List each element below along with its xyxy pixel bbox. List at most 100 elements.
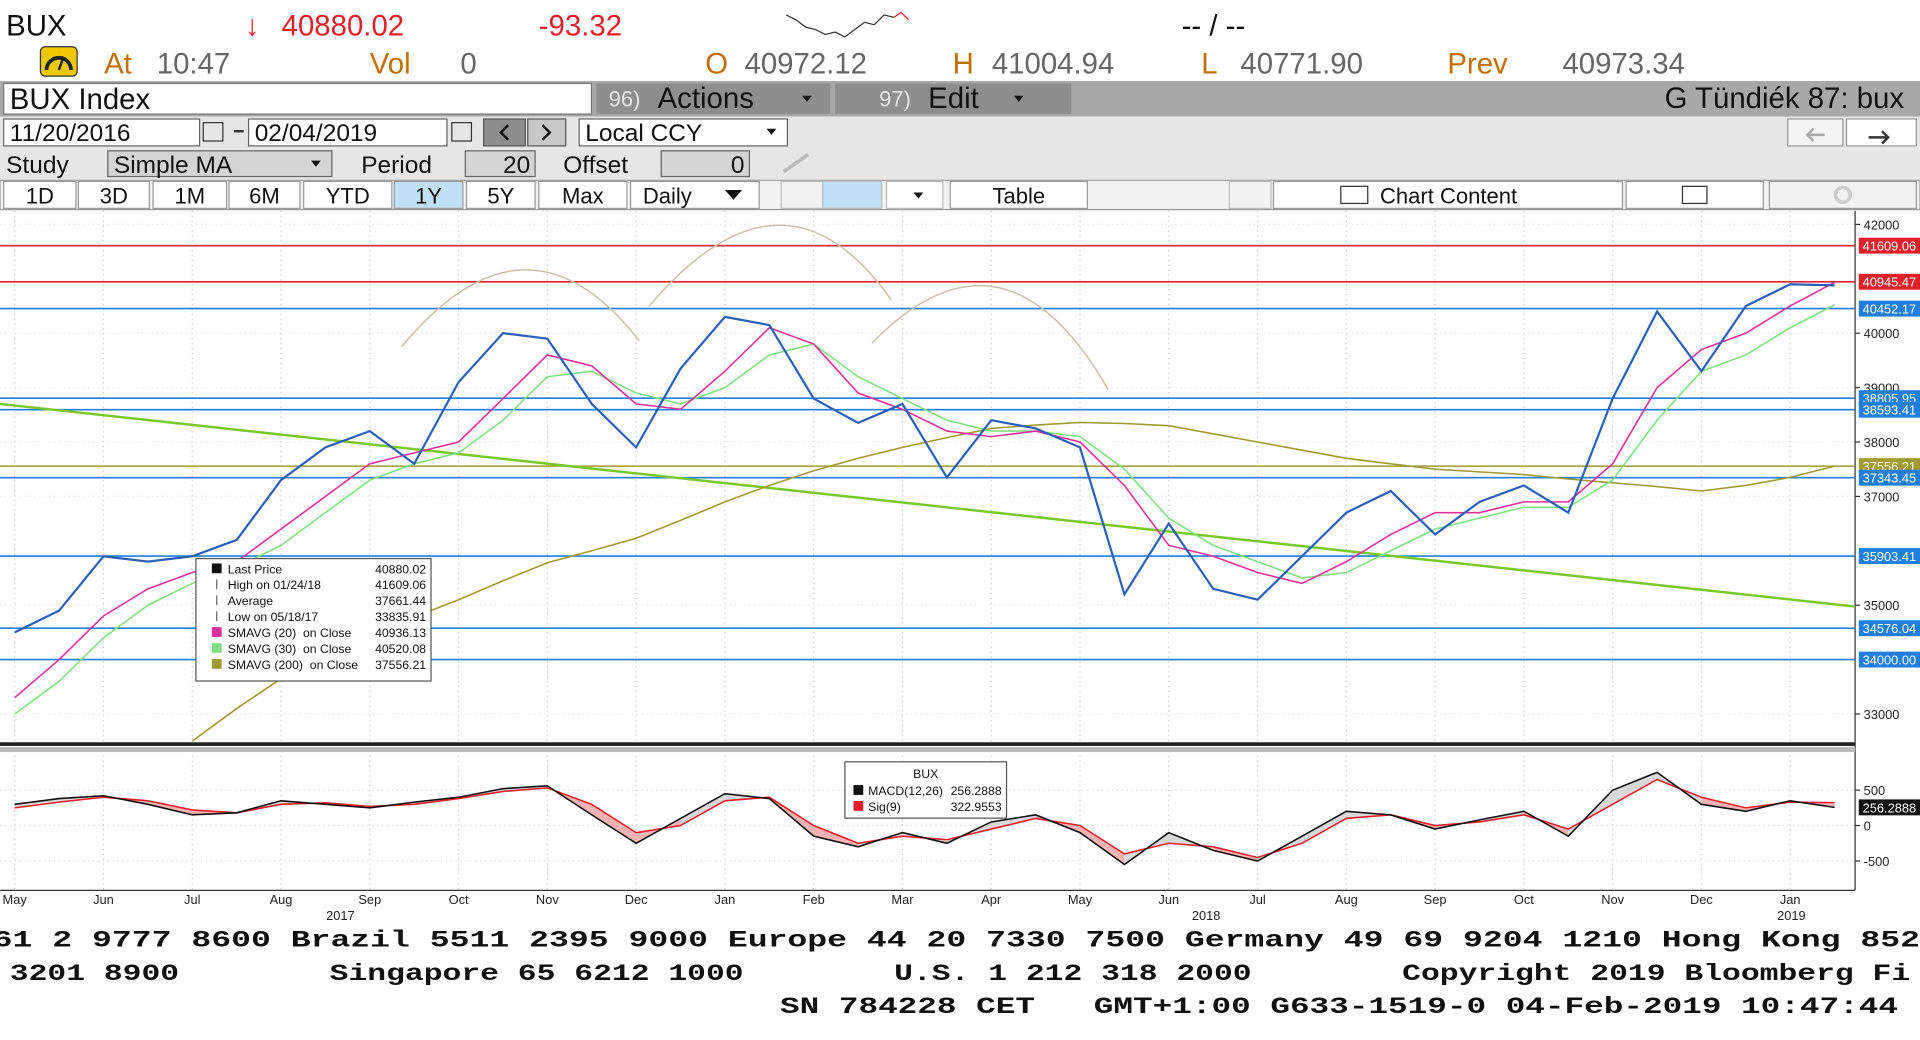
chart-content-button[interactable]	[1272, 180, 1624, 209]
legend-label: SMAVG (30) on Close	[228, 642, 352, 656]
pattern-annotation	[401, 224, 1109, 390]
period-label: Period	[361, 152, 432, 179]
series-line	[191, 421, 1835, 742]
x-tick-label: Mar	[891, 892, 914, 907]
level-label: 38593.41	[1863, 403, 1917, 418]
range-label: 1M	[174, 183, 205, 208]
calendar-icon[interactable]	[451, 122, 473, 142]
x-tick-label: Jun	[1158, 892, 1179, 907]
chart-content-icon	[1340, 185, 1369, 205]
macd-fill	[991, 814, 1036, 830]
pen-icon[interactable]	[782, 152, 810, 174]
offset-label: Offset	[563, 152, 628, 179]
security-box[interactable]	[3, 82, 593, 115]
legend-label: MACD(12,26)	[868, 784, 943, 798]
range-button[interactable]	[3, 180, 77, 209]
legend: Last Price 40880.02 High on 01/24/18 41609.…	[195, 557, 432, 682]
collapse-button[interactable]	[1228, 180, 1272, 209]
end-date: 02/04/2019	[255, 120, 377, 147]
line-chart-button[interactable]	[780, 180, 824, 209]
currency-box[interactable]	[578, 118, 788, 147]
study: Simple MA	[114, 152, 233, 179]
range-button[interactable]	[393, 180, 464, 209]
offset-box[interactable]	[660, 150, 750, 178]
dropdown-arrow	[802, 95, 812, 102]
end-date-box[interactable]	[247, 118, 448, 147]
x-tick-label: Jan	[715, 892, 736, 907]
undo-button[interactable]	[1787, 118, 1844, 147]
series-line	[14, 281, 1836, 699]
next-icon	[541, 124, 552, 141]
volume-label: Vol	[370, 48, 411, 81]
macd-chart: 500 0 -500 256.2888 BUX MACD(12,26) 256.2888 Si…	[0, 761, 1920, 892]
x-tick-label: Jan	[1780, 892, 1801, 907]
footer-line: SN 784228 CET GMT+1:00 G633-1519-0 04-Fe…	[780, 994, 1898, 1020]
legend-swatch	[853, 785, 864, 795]
next-button[interactable]	[527, 118, 567, 147]
x-tick-label: Sep	[1424, 892, 1447, 907]
dropdown-arrow	[913, 192, 924, 199]
x-tick-label: Nov	[536, 892, 559, 907]
direction-arrow: ↓	[245, 10, 260, 43]
annotate-button[interactable]	[1625, 180, 1764, 209]
volume: 0	[460, 48, 476, 81]
range-label: 6M	[249, 183, 280, 208]
calendar-icon[interactable]	[202, 122, 224, 142]
legend-value: 33835.91	[375, 610, 426, 624]
x-tick-label: Jul	[184, 892, 200, 907]
range-button[interactable]	[538, 180, 628, 209]
prev-label: Prev	[1447, 48, 1508, 81]
prev-button[interactable]	[483, 118, 526, 147]
macd-fill	[14, 798, 60, 808]
y-tick-label: 37000	[1864, 489, 1900, 504]
level-label-box	[1858, 651, 1920, 668]
macd-fill	[1612, 772, 1658, 805]
period: 20	[503, 152, 530, 179]
legend-value: 37661.44	[375, 594, 426, 608]
panel-separator	[0, 747, 1856, 753]
series-line	[14, 771, 1835, 866]
settings-button[interactable]	[1768, 180, 1917, 209]
study-label: Study	[6, 152, 69, 179]
range-button[interactable]	[303, 180, 393, 209]
legend-value: 322.9553	[951, 800, 1002, 814]
range-button[interactable]	[77, 180, 150, 209]
y-tick-label: 35000	[1864, 598, 1900, 613]
legend-box	[195, 557, 432, 682]
redo-button[interactable]	[1845, 118, 1917, 147]
range-button[interactable]	[465, 180, 536, 209]
last-price: 40880.02	[282, 10, 405, 43]
period-box[interactable]	[464, 150, 536, 178]
currency: Local CCY	[585, 120, 702, 147]
sparkline	[785, 14, 895, 38]
net-change: -93.32	[539, 10, 622, 43]
macd-fill	[1346, 811, 1391, 819]
legend-title: BUX	[913, 767, 938, 781]
time-label: At	[104, 48, 132, 81]
legend-value: 40936.13	[375, 626, 426, 640]
range-button[interactable]	[152, 180, 228, 209]
y-tick-label: 500	[1864, 783, 1885, 798]
prev-icon	[499, 124, 510, 141]
table-button[interactable]	[949, 180, 1088, 209]
x-tick-label: Sep	[358, 892, 381, 907]
value-label: 256.2888	[1863, 800, 1917, 815]
bid-ask: -- / --	[1182, 10, 1246, 43]
year-label: 2018	[1192, 908, 1221, 923]
bar-chart-button[interactable]	[822, 180, 883, 209]
actions-number: 96)	[609, 87, 641, 112]
legend: BUX MACD(12,26) 256.2888 Sig(9) 322.9553	[844, 761, 1008, 819]
sparkline-today	[893, 11, 910, 21]
study-box[interactable]	[107, 150, 333, 178]
legend-swatch	[211, 643, 222, 653]
actions-menu[interactable]	[596, 83, 831, 115]
y-tick-label: -500	[1864, 854, 1890, 869]
chart-type-dropdown[interactable]	[885, 180, 944, 209]
start-date-box[interactable]	[3, 118, 201, 147]
x-tick-label: Feb	[803, 892, 825, 907]
edit-menu[interactable]	[835, 83, 1072, 115]
time: 10:47	[157, 48, 231, 81]
range-button[interactable]	[228, 180, 301, 209]
level-label: 41609.06	[1863, 239, 1917, 254]
